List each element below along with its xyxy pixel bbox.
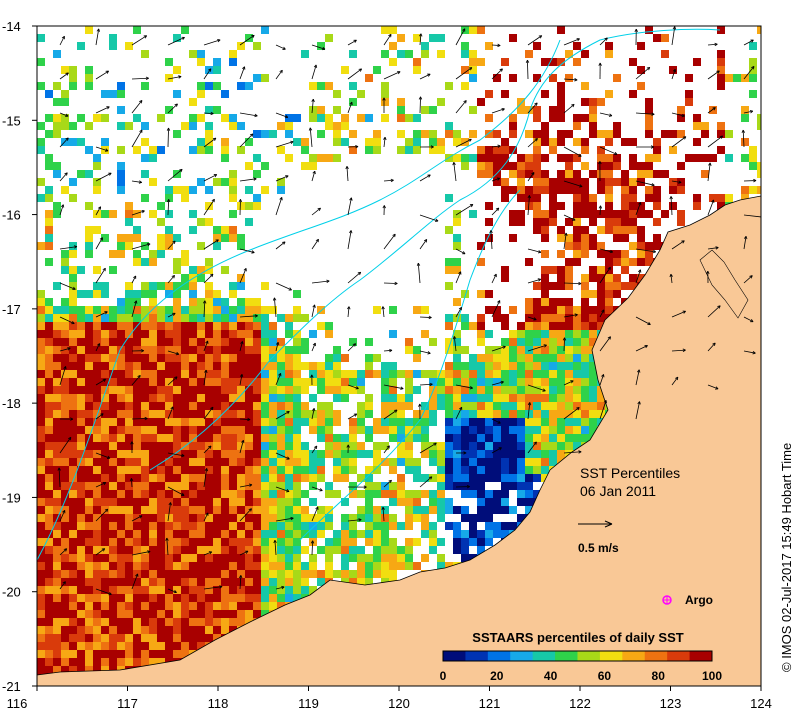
colorbar-swatch	[577, 651, 601, 661]
x-tick-label: 118	[208, 696, 229, 711]
map-title: SST Percentiles	[580, 465, 680, 481]
x-tick-label: 116	[7, 696, 28, 711]
colorbar-swatch	[622, 651, 646, 661]
colorbar-swatch	[532, 651, 556, 661]
y-tick-label: -15	[2, 113, 21, 128]
colorbar-tick-label: 80	[652, 669, 666, 683]
y-tick-label: -16	[2, 208, 21, 223]
x-tick-label: 119	[298, 696, 319, 711]
colorbar-tick-label: 60	[598, 669, 612, 683]
argo-marker-icon	[662, 595, 672, 605]
bathymetry-contour	[37, 39, 561, 561]
bathymetry-contour	[299, 189, 521, 541]
colorbar-swatch	[644, 651, 668, 661]
colorbar-swatch	[555, 651, 578, 661]
coastal-islands	[699, 249, 749, 319]
x-tick-label: 124	[750, 696, 772, 711]
colorbar-ticks: 0 20 40 60 80 100	[440, 669, 723, 683]
bathymetry-contour	[149, 28, 721, 471]
map-axes: 116 117 118 119 120 121 122 123 124 -14 -15 -16 -17 -…	[2, 19, 772, 711]
colorbar-swatch	[443, 651, 466, 661]
y-tick-label: -21	[2, 679, 21, 694]
x-tick-label: 117	[117, 696, 138, 711]
colorbar-swatch	[465, 651, 489, 661]
x-tick-label: 120	[388, 696, 410, 711]
colorbar-tick-label: 40	[544, 669, 558, 683]
map-date: 06 Jan 2011	[580, 483, 656, 499]
y-tick-label: -17	[2, 302, 21, 317]
y-tick-label: -18	[2, 396, 21, 411]
colorbar-tick-label: 100	[702, 669, 722, 683]
y-tick-label: -19	[2, 490, 21, 505]
x-tick-label: 121	[479, 696, 501, 711]
colorbar-swatch	[510, 651, 534, 661]
colorbar	[442, 650, 713, 662]
colorbar-swatch	[599, 651, 623, 661]
y-tick-label: -14	[2, 19, 21, 34]
imos-credit: © IMOS 02-Jul-2017 15:49 Hobart Time	[779, 443, 794, 672]
colorbar-swatch	[487, 651, 511, 661]
x-tick-label: 123	[660, 696, 682, 711]
current-vectors	[57, 26, 761, 596]
colorbar-swatch	[667, 651, 691, 661]
colorbar-swatch	[689, 651, 713, 661]
land-mass	[37, 195, 761, 686]
colorbar-tick-label: 20	[490, 669, 504, 683]
colorbar-tick-label: 0	[440, 669, 447, 683]
colorbar-frame	[442, 650, 713, 662]
x-tick-label: 122	[569, 696, 591, 711]
argo-label: Argo	[685, 593, 713, 607]
vector-scale-label: 0.5 m/s	[578, 541, 619, 555]
y-tick-label: -20	[2, 585, 21, 600]
colorbar-title: SSTAARS percentiles of daily SST	[472, 630, 683, 645]
vector-scale-arrow	[578, 520, 613, 528]
